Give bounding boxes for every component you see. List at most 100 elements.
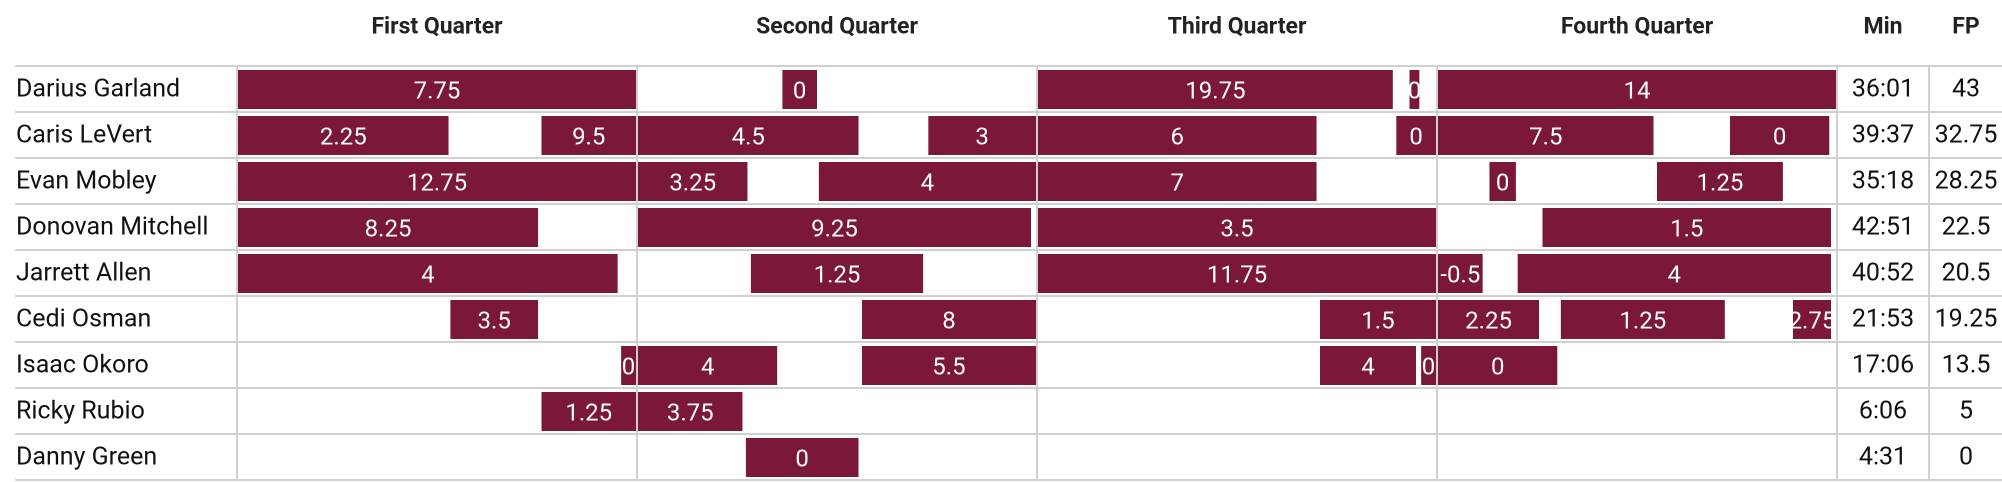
quarter-header: Third Quarter — [1168, 13, 1307, 40]
stint: 5.5 — [861, 346, 1036, 385]
stint: 0 — [745, 438, 859, 477]
stint-bar — [1409, 70, 1420, 109]
stint-label: 12.75 — [407, 169, 467, 197]
stint-label: 6 — [1171, 123, 1185, 151]
stint-label: 0 — [622, 353, 636, 381]
minutes: 6:06 — [1859, 397, 1907, 426]
stint-bar — [1319, 346, 1417, 385]
stint-bar — [238, 208, 539, 247]
stint: 4 — [1517, 254, 1832, 293]
stint: 6 — [1038, 116, 1317, 155]
stint-label: 1.25 — [565, 399, 612, 427]
minutes: 4:31 — [1859, 443, 1907, 472]
stint: 3.5 — [450, 300, 539, 339]
stint: 0 — [1421, 346, 1436, 385]
stint: 19.75 — [1038, 70, 1393, 109]
stint-bar — [541, 116, 636, 155]
player-name: Darius Garland — [16, 75, 180, 104]
stint-label: 11.75 — [1207, 261, 1267, 289]
stint-bar — [541, 392, 636, 431]
stint-label: 9.25 — [811, 215, 858, 243]
stint: 1.5 — [1542, 208, 1832, 247]
player-name: Cedi Osman — [16, 305, 151, 334]
stint-bar — [1319, 300, 1436, 339]
stint: 4.5 — [638, 116, 859, 155]
stint-label: 7 — [1171, 169, 1185, 197]
stint: 7.75 — [238, 70, 636, 109]
stint-bar — [1517, 254, 1832, 293]
stint-label: 8 — [942, 307, 956, 335]
stint-bar — [638, 346, 778, 385]
player-name: Ricky Rubio — [16, 397, 145, 426]
stint-bar — [1560, 300, 1725, 339]
stint: 1.25 — [750, 254, 924, 293]
player-name: Evan Mobley — [16, 167, 157, 196]
stint: 1.25 — [1560, 300, 1725, 339]
player-name: Caris LeVert — [16, 121, 152, 150]
stint-bar — [1438, 70, 1836, 109]
min-header: Min — [1863, 13, 1902, 40]
stint-bar — [928, 116, 1036, 155]
stint-label: -0.5 — [1440, 261, 1480, 289]
stint: 0 — [1396, 116, 1436, 155]
stint-label: 3.5 — [478, 307, 511, 335]
stint: 9.5 — [541, 116, 636, 155]
player-name: Danny Green — [16, 443, 157, 472]
stint-label: 0 — [1409, 123, 1423, 151]
stint: 4 — [238, 254, 618, 293]
stint-label: 2.75 — [1789, 307, 1836, 335]
stint-bar — [1396, 116, 1436, 155]
fp-header: FP — [1952, 13, 1979, 40]
stint: 8.25 — [238, 208, 539, 247]
stint: -0.5 — [1438, 254, 1483, 293]
stint-bar — [238, 254, 618, 293]
stint-label: 4 — [701, 353, 715, 381]
stint: 3.5 — [1038, 208, 1436, 247]
player-name: Donovan Mitchell — [16, 213, 208, 242]
stint: 7 — [1038, 162, 1317, 201]
stint: 0 — [1409, 70, 1420, 109]
stint-label: 4.5 — [732, 123, 765, 151]
stint-bar — [1038, 70, 1393, 109]
stint: 4 — [818, 162, 1036, 201]
stint: 3 — [928, 116, 1036, 155]
stint: 0 — [621, 346, 636, 385]
stint-bar — [450, 300, 539, 339]
stint: 3.25 — [638, 162, 748, 201]
stint-bar — [750, 254, 924, 293]
stint-bar — [1438, 346, 1558, 385]
stint-label: 2.25 — [1465, 307, 1512, 335]
minutes: 36:01 — [1852, 75, 1914, 104]
fantasy-points: 13.5 — [1942, 351, 1991, 380]
stint-bar — [1729, 116, 1830, 155]
stint-bar — [1656, 162, 1783, 201]
stint: 4 — [1319, 346, 1417, 385]
stint-bar — [1542, 208, 1832, 247]
stint-label: 4 — [1361, 353, 1375, 381]
stint-label: 3.5 — [1220, 215, 1253, 243]
stint: 0 — [1729, 116, 1830, 155]
stint: 2.75 — [1789, 300, 1836, 339]
stint: 8 — [861, 300, 1036, 339]
stint-bar — [1489, 162, 1516, 201]
stint-bar — [638, 208, 1032, 247]
stint-bar — [1038, 116, 1317, 155]
stint-label: 0 — [1491, 353, 1505, 381]
stint: 1.25 — [541, 392, 636, 431]
stint-label: 0 — [1773, 123, 1787, 151]
stint: 14 — [1438, 70, 1836, 109]
stint-label: 7.5 — [1529, 123, 1562, 151]
fantasy-points: 22.5 — [1942, 213, 1991, 242]
stint-bar — [638, 162, 748, 201]
stint-label: 5.5 — [932, 353, 965, 381]
stint-bar — [861, 346, 1036, 385]
stint-label: 3.25 — [669, 169, 716, 197]
minutes: 21:53 — [1852, 305, 1914, 334]
stint-bar — [745, 438, 859, 477]
stint-label: 3.75 — [667, 399, 714, 427]
stint-label: 3 — [975, 123, 989, 151]
stint-label: 0 — [1422, 353, 1436, 381]
stint: 11.75 — [1038, 254, 1436, 293]
stint-label: 1.25 — [1619, 307, 1666, 335]
